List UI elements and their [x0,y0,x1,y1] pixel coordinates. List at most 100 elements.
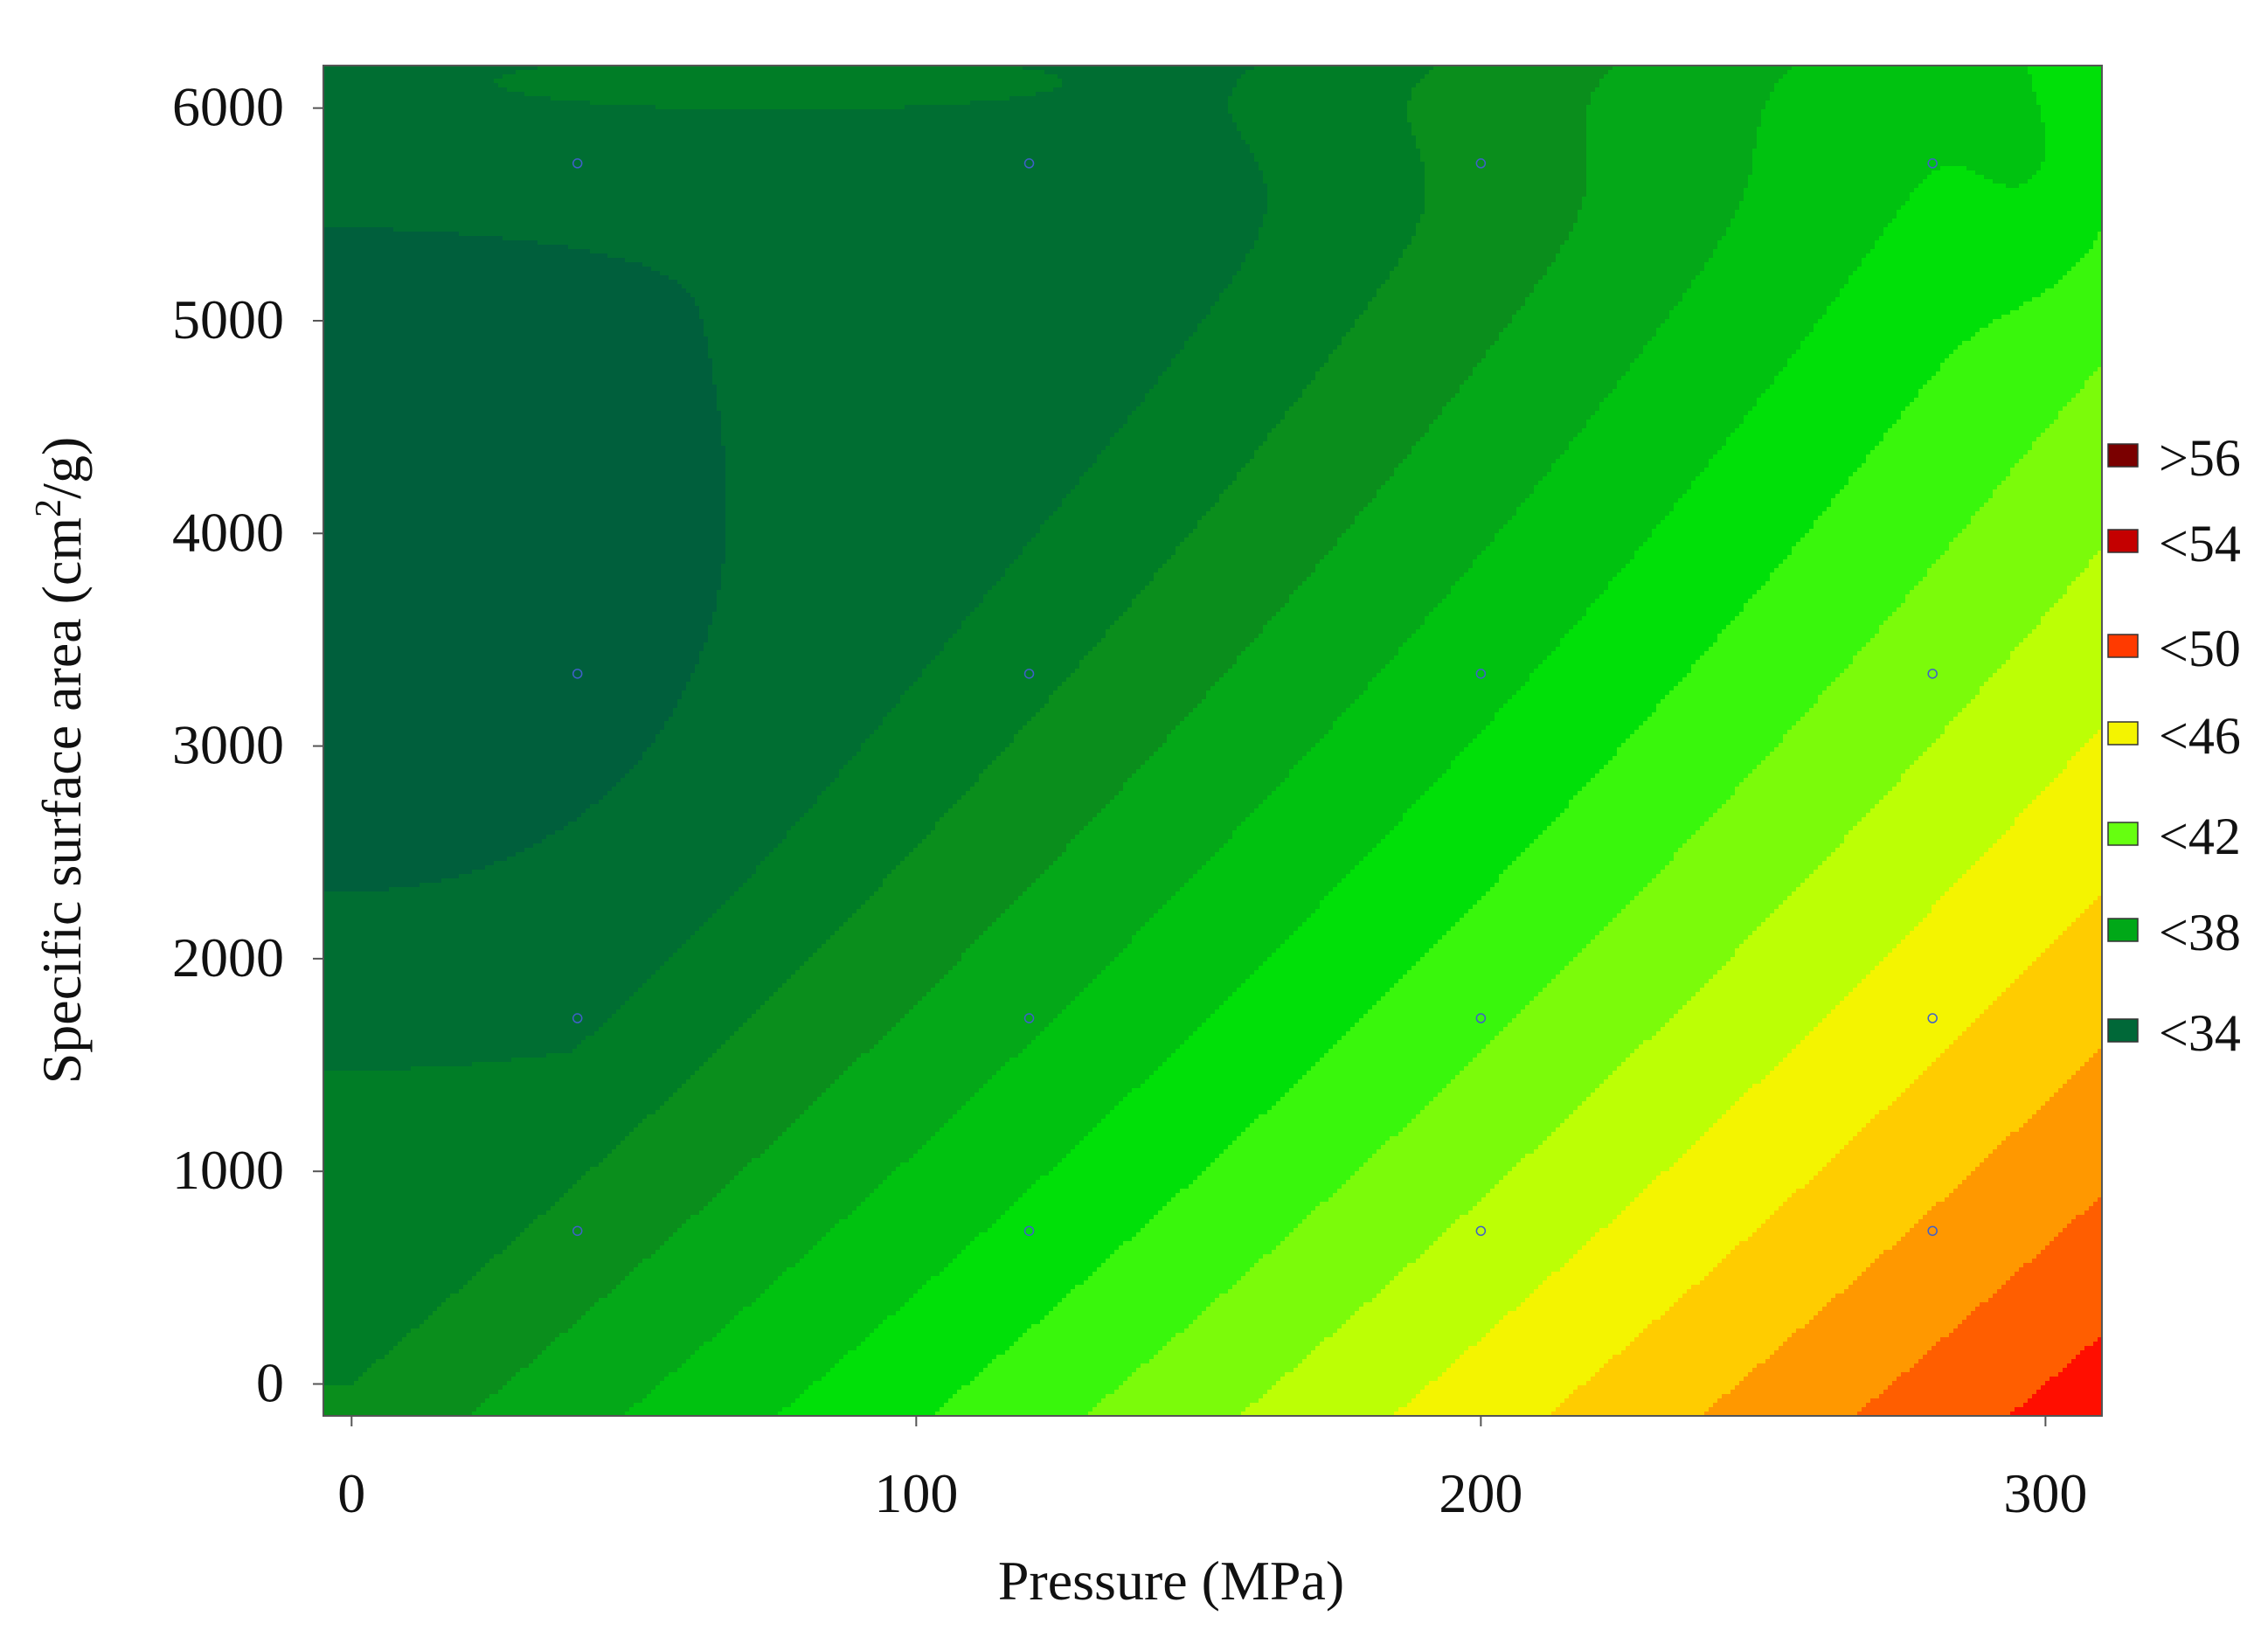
contour-band-cell [1744,415,1902,420]
contour-band-cell [874,1189,1028,1194]
contour-band-cell [1792,551,1945,556]
contour-band-cell [1770,577,1924,582]
contour-band-cell [1748,175,1928,180]
contour-band-cell [599,1027,739,1032]
contour-band-cell [1613,389,1766,394]
contour-band-cell [1328,354,1487,359]
contour-band-cell [1302,922,1456,927]
contour-band-cell [1783,900,1937,905]
contour-band-cell [1578,433,1731,438]
contour-band-cell [913,682,1063,687]
contour-band-cell [2058,280,2102,285]
contour-band-cell [1009,743,1163,748]
legend-label: <46 [2159,707,2241,765]
contour-band-cell [1617,1066,1775,1072]
contour-band-cell [323,485,726,490]
contour-band-cell [1350,1315,1504,1321]
contour-band-cell [1132,603,1286,608]
contour-band-cell [2010,472,2102,477]
contour-band-cell [323,1149,613,1155]
contour-band-cell [1975,332,2102,337]
contour-band-cell [2067,1224,2102,1229]
contour-band-cell [1058,507,1211,512]
contour-band-cell [686,940,827,945]
contour-band-cell [2050,1241,2102,1246]
contour-band-cell [1613,1219,1766,1224]
contour-band-cell [1372,498,1526,503]
contour-band-cell [1429,424,1587,429]
contour-band-cell [1918,393,2077,399]
contour-band-cell [2045,127,2102,132]
contour-band-cell [1254,1263,1408,1268]
contour-band-cell [778,1412,936,1416]
contour-band-cell [1652,1036,1806,1041]
contour-band-cell [323,319,704,324]
contour-band-cell [1503,524,1657,530]
contour-band-cell [1420,957,1574,962]
contour-band-cell [896,865,1050,871]
contour-band-cell [1311,1350,1465,1356]
contour-band-cell [433,1311,586,1316]
contour-band-cell [1407,970,1561,975]
contour-band-cell [712,363,1172,368]
contour-band-cell [1036,1036,1189,1041]
contour-band-cell [1438,1237,1592,1242]
contour-band-cell [1486,891,1640,897]
contour-band-cell [323,162,1259,167]
contour-band-cell [1049,865,1203,871]
contour-band-cell [323,1202,556,1207]
contour-band-cell [621,1005,761,1010]
contour-band-cell [1245,258,1399,263]
contour-band-cell [2006,476,2102,482]
contour-band-cell [1403,642,1561,648]
contour-band-cell [1792,1333,1950,1338]
contour-band-cell [1114,621,1268,626]
y-tick-label: 6000 [172,76,284,138]
contour-band-cell [1595,1372,1749,1377]
contour-band-cell [323,1245,508,1251]
contour-band-cell [1936,900,2094,905]
contour-band-cell [1744,940,1902,945]
contour-band-cell [1744,420,1897,425]
contour-band-cell [1394,1276,1548,1281]
contour-band-cell [555,1202,709,1207]
contour-band-cell [503,236,1259,241]
contour-band-cell [1757,127,2046,132]
contour-band-cell [1385,835,1539,840]
contour-band-cell [1556,1127,1710,1133]
contour-band-cell [577,1320,731,1325]
contour-band-cell [323,1062,473,1067]
contour-band-cell [323,205,1268,211]
contour-band-cell [1608,70,1788,75]
contour-band-cell [1595,87,1775,93]
contour-band-cell [1263,1254,1421,1259]
contour-band-cell [1765,1359,1919,1364]
contour-band-cell [1709,647,1862,652]
contour-band-cell [1053,690,1207,696]
contour-band-cell [1302,1219,1456,1224]
contour-band-cell [1398,822,1552,827]
contour-band-cell [2084,1210,2102,1216]
contour-band-cell [1827,686,1980,691]
contour-band-cell [323,398,718,403]
contour-band-cell [616,1009,757,1015]
contour-band-cell [1897,607,2050,613]
contour-band-cell [1848,1141,2002,1146]
contour-band-cell [651,975,792,980]
contour-band-cell [944,1123,1098,1128]
contour-band-cell [1241,135,1417,141]
contour-band-cell [673,712,888,718]
sample-point [572,1013,583,1023]
contour-band-cell [1599,1084,1753,1089]
contour-band-cell [1905,201,2102,206]
contour-band-cell [725,472,1085,477]
contour-band-cell [1512,695,1666,700]
contour-band-cell [323,284,683,289]
contour-band-cell [1717,970,1871,975]
contour-band-cell [1232,1141,1386,1146]
contour-band-cell [1564,1263,1718,1268]
contour-band-cell [1302,756,1456,761]
contour-band-cell [1132,1237,1286,1242]
contour-band-cell [690,1215,849,1220]
contour-band-cell [323,1023,604,1028]
